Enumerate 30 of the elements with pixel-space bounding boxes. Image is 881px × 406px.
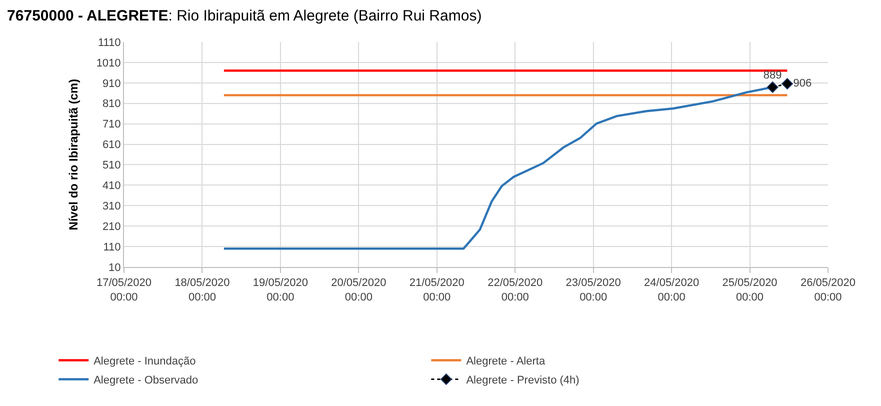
x-tick-label: 17/05/2020 00:00 (96, 277, 152, 304)
data-label: 906 (793, 77, 812, 90)
x-tick-label: 18/05/2020 00:00 (174, 277, 230, 304)
x-tick-label: 19/05/2020 00:00 (252, 277, 308, 304)
x-tick-label: 24/05/2020 00:00 (644, 277, 700, 304)
x-tick-label: 20/05/2020 00:00 (331, 277, 386, 304)
y-axis-title: Nível do rio Ibirapuitã (cm) (66, 78, 81, 230)
y-tick-label: 610 (102, 139, 121, 152)
x-tick-label: 22/05/2020 00:00 (488, 277, 543, 304)
y-tick-label: 410 (102, 180, 121, 192)
y-tick-label: 810 (102, 98, 121, 110)
y-tick-label: 510 (102, 160, 121, 172)
y-tick-label: 910 (102, 78, 121, 90)
chart-title: 76750000 - ALEGRETE: Rio Ibirapuitã em Alegrete (Bairro Rui Ramos) (7, 8, 482, 25)
y-tick-label: 210 (102, 220, 121, 233)
x-tick-label: 21/05/2020 00:00 (409, 277, 464, 304)
legend-label: Alegrete - Inundação (94, 356, 196, 368)
legend-label: Alegrete - Previsto (4h) (466, 374, 580, 387)
y-tick-label: 10 (108, 262, 121, 274)
legend-label: Alegrete - Alerta (466, 356, 546, 368)
y-tick-label: 1110 (98, 36, 121, 49)
x-tick-label: 26/05/2020 00:00 (800, 277, 856, 304)
y-tick-label: 710 (102, 118, 121, 131)
x-tick-label: 25/05/2020 00:00 (722, 277, 778, 304)
y-tick-label: 110 (103, 241, 121, 254)
y-tick-label: 310 (102, 200, 121, 212)
legend-label: Alegrete - Observado (94, 374, 198, 387)
x-tick-label: 23/05/2020 00:00 (566, 277, 621, 304)
data-label: 889 (763, 69, 782, 82)
y-tick-label: 1010 (96, 57, 121, 70)
